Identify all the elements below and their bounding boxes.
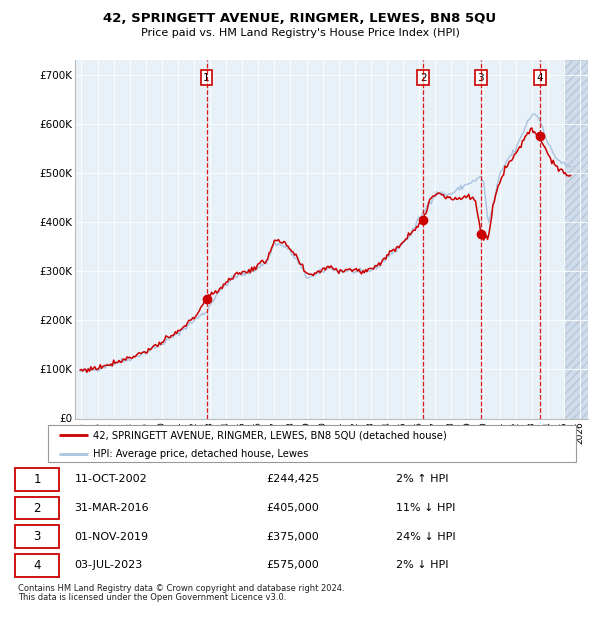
Text: 11% ↓ HPI: 11% ↓ HPI [396, 503, 455, 513]
Text: 03-JUL-2023: 03-JUL-2023 [74, 560, 143, 570]
Text: 3: 3 [478, 73, 484, 82]
Text: 2: 2 [420, 73, 427, 82]
FancyBboxPatch shape [15, 468, 59, 491]
Bar [564, 60, 588, 419]
FancyBboxPatch shape [15, 525, 59, 548]
Text: 01-NOV-2019: 01-NOV-2019 [74, 532, 149, 542]
Text: 2% ↓ HPI: 2% ↓ HPI [396, 560, 448, 570]
Text: 1: 1 [34, 473, 41, 486]
Text: Contains HM Land Registry data © Crown copyright and database right 2024.: Contains HM Land Registry data © Crown c… [18, 584, 344, 593]
Text: £405,000: £405,000 [266, 503, 319, 513]
Text: HPI: Average price, detached house, Lewes: HPI: Average price, detached house, Lewe… [93, 449, 308, 459]
FancyBboxPatch shape [48, 425, 576, 462]
Text: 4: 4 [34, 559, 41, 572]
Text: 31-MAR-2016: 31-MAR-2016 [74, 503, 149, 513]
Text: 24% ↓ HPI: 24% ↓ HPI [396, 532, 455, 542]
Text: Price paid vs. HM Land Registry's House Price Index (HPI): Price paid vs. HM Land Registry's House … [140, 28, 460, 38]
Text: 2% ↑ HPI: 2% ↑ HPI [396, 474, 448, 484]
FancyBboxPatch shape [15, 554, 59, 577]
Text: 2: 2 [34, 502, 41, 515]
Text: £244,425: £244,425 [266, 474, 319, 484]
Text: 11-OCT-2002: 11-OCT-2002 [74, 474, 147, 484]
Text: 4: 4 [536, 73, 543, 82]
FancyBboxPatch shape [15, 497, 59, 520]
Text: 1: 1 [203, 73, 210, 82]
Text: 42, SPRINGETT AVENUE, RINGMER, LEWES, BN8 5QU (detached house): 42, SPRINGETT AVENUE, RINGMER, LEWES, BN… [93, 430, 446, 440]
Text: 42, SPRINGETT AVENUE, RINGMER, LEWES, BN8 5QU: 42, SPRINGETT AVENUE, RINGMER, LEWES, BN… [103, 12, 497, 25]
Text: £375,000: £375,000 [266, 532, 319, 542]
Text: £575,000: £575,000 [266, 560, 319, 570]
Text: 3: 3 [34, 530, 41, 543]
Text: This data is licensed under the Open Government Licence v3.0.: This data is licensed under the Open Gov… [18, 593, 286, 603]
